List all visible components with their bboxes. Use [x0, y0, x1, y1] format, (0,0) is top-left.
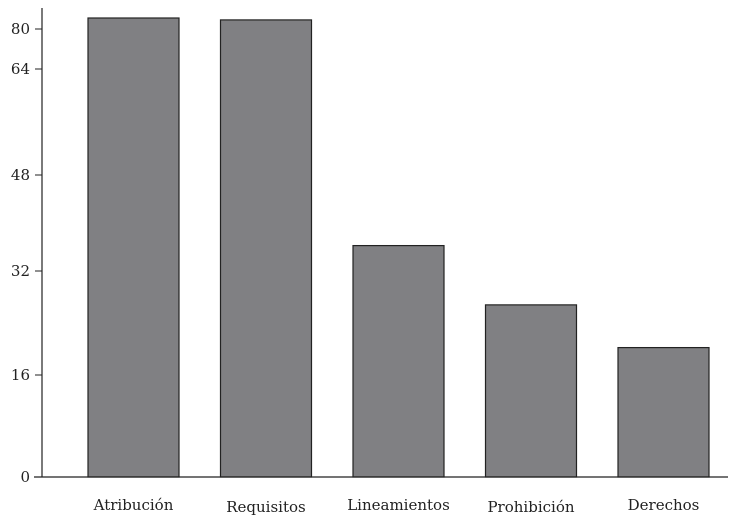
- bar-requisitos: [219, 19, 313, 478]
- y-tick-label-64: 64: [11, 60, 30, 78]
- x-axis: Atribución Requisitos Lineamientos Prohibic…: [34, 476, 728, 516]
- bars-group: [87, 17, 710, 478]
- x-tick-label-requisitos: Requisitos: [226, 498, 305, 516]
- bar-atribucion: [87, 17, 180, 478]
- y-tick-label-16: 16: [11, 366, 30, 384]
- x-tick-label-lineamientos: Lineamientos: [347, 496, 450, 514]
- y-tick-label-32: 32: [11, 262, 30, 280]
- bar-lineamientos: [352, 244, 445, 478]
- bar-prohibicion: [484, 304, 578, 478]
- x-tick-label-derechos: Derechos: [628, 496, 700, 514]
- x-tick-label-atribucion: Atribución: [93, 496, 174, 514]
- y-tick-label-0: 0: [20, 468, 30, 486]
- y-tick-label-80: 80: [11, 20, 30, 38]
- x-tick-label-prohibicion: Prohibición: [487, 498, 574, 516]
- y-tick-label-48: 48: [11, 166, 30, 184]
- y-axis: 0 16 32 48 64 80: [11, 8, 43, 486]
- bar-derechos: [617, 346, 710, 478]
